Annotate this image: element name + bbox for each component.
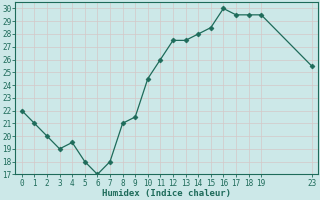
- X-axis label: Humidex (Indice chaleur): Humidex (Indice chaleur): [102, 189, 231, 198]
